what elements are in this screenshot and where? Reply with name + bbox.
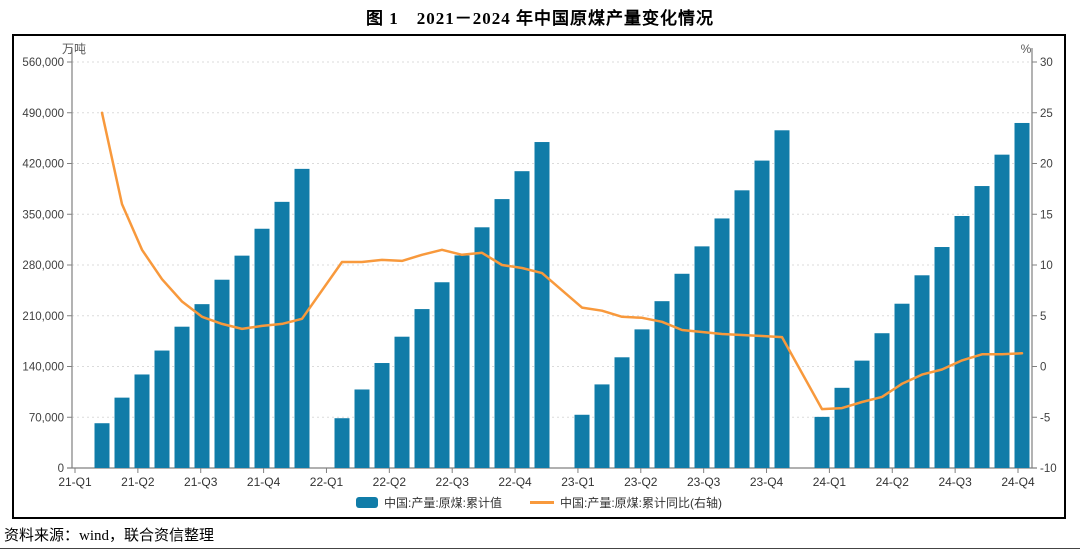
bar — [914, 275, 930, 468]
bar — [114, 397, 130, 468]
x-axis-tick-label: 21-Q2 — [121, 475, 155, 489]
left-axis-tick-label: 490,000 — [22, 108, 64, 120]
x-axis-tick-label: 23-Q2 — [624, 475, 658, 489]
bar — [94, 423, 110, 468]
bar — [134, 374, 150, 468]
x-axis-tick-label: 23-Q4 — [750, 475, 784, 489]
bar — [214, 279, 230, 468]
x-axis-tick-label: 21-Q4 — [247, 475, 281, 489]
bar — [814, 416, 830, 468]
right-axis-tick-label: -5 — [1040, 412, 1050, 424]
legend: 中国:产量:原煤:累计值 中国:产量:原煤:累计同比(右轴) — [14, 494, 1064, 511]
bar — [614, 357, 630, 468]
x-axis-tick-label: 24-Q4 — [1001, 475, 1035, 489]
bar — [274, 201, 290, 469]
bar — [834, 387, 850, 468]
left-axis-unit-label: 万吨 — [62, 42, 86, 56]
bar — [674, 273, 690, 468]
x-axis-tick-label: 24-Q2 — [876, 475, 910, 489]
line-series-swatch — [530, 501, 554, 504]
bar — [454, 255, 470, 468]
bar — [854, 360, 870, 468]
left-axis-tick-label: 560,000 — [22, 57, 64, 69]
bar — [414, 309, 430, 468]
bar — [334, 418, 350, 468]
x-axis-tick-label: 22-Q2 — [373, 475, 407, 489]
bar — [874, 333, 890, 468]
right-axis-tick-label: 5 — [1040, 311, 1046, 323]
bar — [194, 304, 210, 468]
bar — [994, 154, 1010, 468]
bars-series — [94, 122, 1030, 469]
bar — [394, 336, 410, 468]
right-axis-tick-label: 10 — [1040, 260, 1053, 272]
bar — [954, 215, 970, 468]
right-axis-tick-label: 0 — [1040, 362, 1046, 374]
bar-series-label: 中国:产量:原煤:累计值 — [383, 496, 502, 510]
left-axis-tick-label: 140,000 — [22, 362, 64, 374]
bar — [154, 350, 170, 468]
right-axis-tick-label: 25 — [1040, 108, 1053, 120]
legend-item-line: 中国:产量:原煤:累计同比(右轴) — [530, 494, 722, 511]
left-axis-tick-label: 420,000 — [22, 159, 64, 171]
x-axis-tick-label: 22-Q4 — [498, 475, 532, 489]
bar — [494, 199, 510, 468]
x-axis-tick-label: 24-Q1 — [813, 475, 847, 489]
right-axis-tick-label: 30 — [1040, 57, 1053, 69]
left-axis-tick-label: 0 — [58, 463, 64, 475]
x-axis-tick-label: 24-Q3 — [938, 475, 972, 489]
x-axis-tick-label: 21-Q3 — [184, 475, 218, 489]
coal-production-chart: 万吨 % 0 -10 70,000 -5 140,000 0 210,000 5 280,000… — [22, 42, 1056, 489]
left-axis-tick-label: 280,000 — [22, 260, 64, 272]
bar — [574, 414, 590, 468]
right-axis-tick-label: 20 — [1040, 159, 1053, 171]
bottom-divider — [0, 548, 1080, 549]
bar — [474, 227, 490, 468]
line-series-label: 中国:产量:原煤:累计同比(右轴) — [560, 496, 722, 510]
bar — [974, 186, 990, 469]
bar — [934, 247, 950, 468]
right-axis-tick-label: 15 — [1040, 209, 1053, 221]
source-note: 资料来源：wind，联合资信整理 — [4, 528, 215, 544]
x-axis-tick-label: 23-Q1 — [561, 475, 595, 489]
gridlines — [72, 61, 1032, 418]
axes — [67, 48, 1037, 473]
bar — [594, 384, 610, 468]
x-axis-tick-label: 22-Q1 — [310, 475, 344, 489]
bar — [634, 329, 650, 468]
x-axis-tick-label: 21-Q1 — [58, 475, 92, 489]
bar — [254, 228, 270, 468]
right-axis-tick-label: -10 — [1040, 463, 1057, 475]
bar — [354, 389, 370, 468]
bar — [434, 282, 450, 468]
left-axis-tick-label: 210,000 — [22, 311, 64, 323]
yoy-line — [100, 111, 1024, 411]
yoy-line-series — [100, 111, 1024, 411]
chart-title: 图 1 2021－2024 年中国原煤产量变化情况 — [366, 9, 714, 28]
x-axis-tick-label: 22-Q3 — [436, 475, 470, 489]
bar — [1014, 122, 1030, 468]
right-axis-unit-label: % — [1021, 42, 1032, 56]
x-axis-tick-label: 23-Q3 — [687, 475, 721, 489]
left-axis-tick-label: 70,000 — [29, 412, 64, 424]
bar — [234, 255, 250, 468]
bar — [774, 130, 790, 469]
bar — [174, 326, 190, 468]
bar — [714, 218, 730, 468]
bar — [694, 246, 710, 468]
left-axis-tick-label: 350,000 — [22, 209, 64, 221]
legend-item-bars: 中国:产量:原煤:累计值 — [355, 494, 502, 511]
axis-tick-labels: 0 -10 70,000 -5 140,000 0 210,000 5 280,000 10 350… — [22, 57, 1056, 489]
bar-series-swatch — [355, 497, 378, 508]
bar — [894, 303, 910, 468]
bar — [754, 160, 770, 468]
bar — [514, 171, 530, 468]
chart-frame: 万吨 % 0 -10 70,000 -5 140,000 0 210,000 5 280,000… — [12, 34, 1066, 519]
bar — [654, 301, 670, 468]
bar — [374, 363, 390, 468]
bar — [734, 190, 750, 468]
bar — [534, 142, 550, 468]
